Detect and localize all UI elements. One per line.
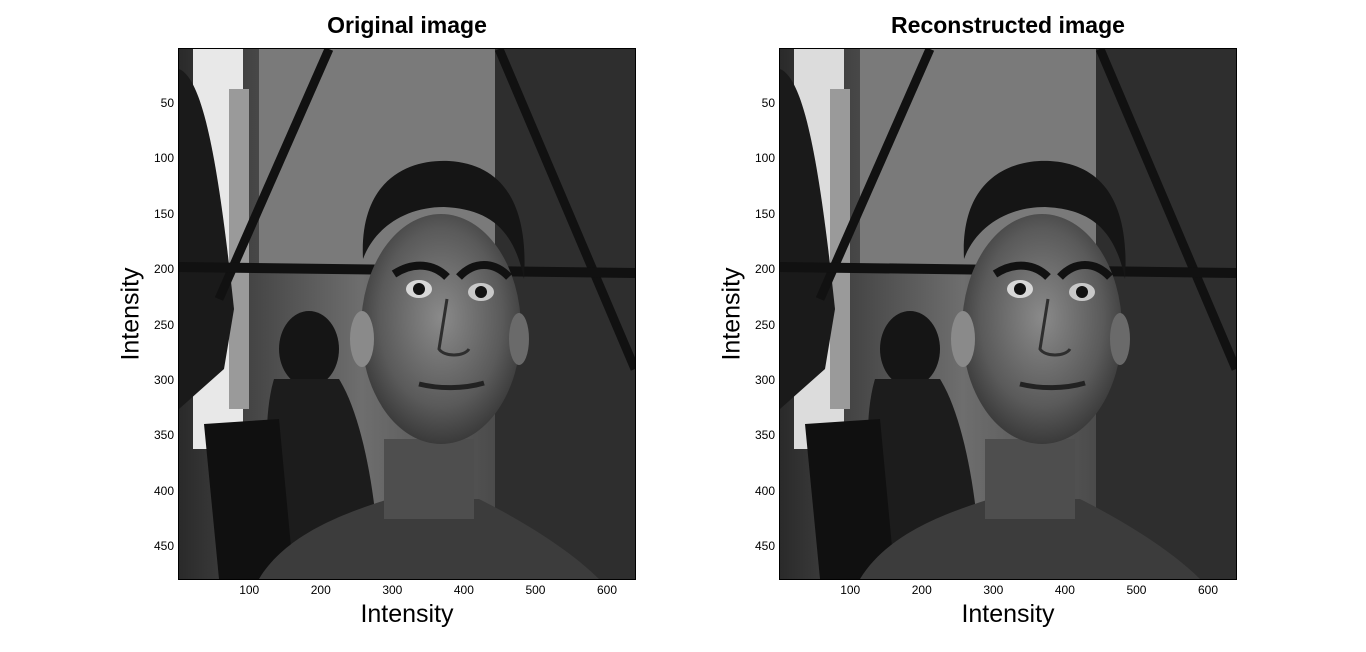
y-tick-label: 450 [153,539,174,554]
y-tick-label: 350 [153,428,174,443]
y-tick-label: 300 [754,372,775,387]
y-tick-label: 450 [754,539,775,554]
y-tick-label: 200 [754,262,775,277]
x-tick-label: 600 [1198,583,1219,597]
y-tick-label: 250 [153,317,174,332]
x-tick-label: 500 [1126,583,1147,597]
image-axes [178,48,636,580]
x-tick-label: 100 [239,583,260,597]
x-tick-label: 100 [840,583,861,597]
x-tick-label: 300 [382,583,403,597]
y-tick-label: 400 [754,483,775,498]
y-tick-label: 200 [153,262,174,277]
y-tick-label: 350 [754,428,775,443]
image-axes [779,48,1237,580]
y-tick-label: 50 [761,95,775,110]
figure-panel-reconstructed: Reconstructed image Intensity Intensity [601,0,1284,652]
x-tick-label: 300 [983,583,1004,597]
face-photo [179,49,635,579]
y-tick-label: 100 [754,151,775,166]
x-axis-label: Intensity [360,600,454,628]
y-tick-label: 100 [153,151,174,166]
figure-panel-original: Original image Intensity Intensity [116,12,636,628]
y-tick-label: 300 [153,372,174,387]
y-axis-label: Intensity [717,267,746,361]
x-tick-label: 200 [911,583,932,597]
x-axis-label: Intensity [961,600,1055,628]
y-tick-label: 50 [160,95,174,110]
panel-title: Reconstructed image [891,12,1125,38]
y-axis-label: Intensity [116,267,145,361]
y-tick-label: 250 [754,317,775,332]
y-tick-label: 400 [153,483,174,498]
face-photo [780,49,1236,579]
x-tick-label: 200 [310,583,331,597]
panel-title: Original image [327,12,487,38]
x-tick-label: 500 [525,583,546,597]
x-tick-label: 400 [1054,583,1075,597]
x-tick-label: 400 [453,583,474,597]
y-tick-label: 150 [754,206,775,221]
x-tick-label: 600 [597,583,618,597]
y-tick-label: 150 [153,206,174,221]
